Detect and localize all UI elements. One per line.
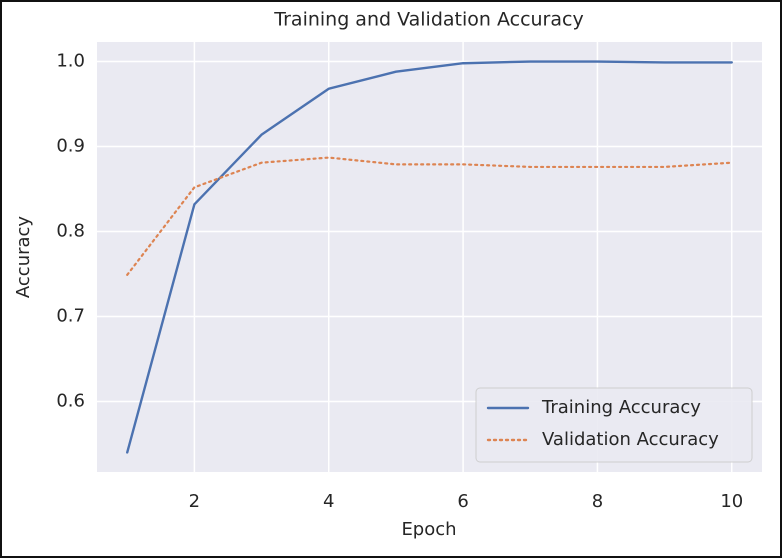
x-tick-label: 10 [720,491,743,512]
line-series [126,60,733,454]
x-tick-label: 6 [457,491,468,512]
y-tick-label: 0.7 [56,305,85,326]
y-tick-label: 0.8 [56,221,85,242]
x-tick-label: 4 [323,491,334,512]
y-axis-label: Accuracy [13,216,34,299]
y-tick-label: 0.9 [56,136,85,157]
y-tick-label: 0.6 [56,390,85,411]
legend: Training Accuracy Validation Accuracy [475,387,753,463]
x-tick-label: 8 [592,491,603,512]
chart-title: Training and Validation Accuracy [273,9,583,31]
legend-label: Training Accuracy [541,397,701,418]
legend-box [475,387,753,463]
x-axis-label: Epoch [401,519,456,540]
grid [97,42,762,472]
y-tick-label: 1.0 [56,51,85,72]
line-series [126,156,733,276]
legend-label: Validation Accuracy [542,429,719,450]
x-tick-label: 2 [189,491,200,512]
